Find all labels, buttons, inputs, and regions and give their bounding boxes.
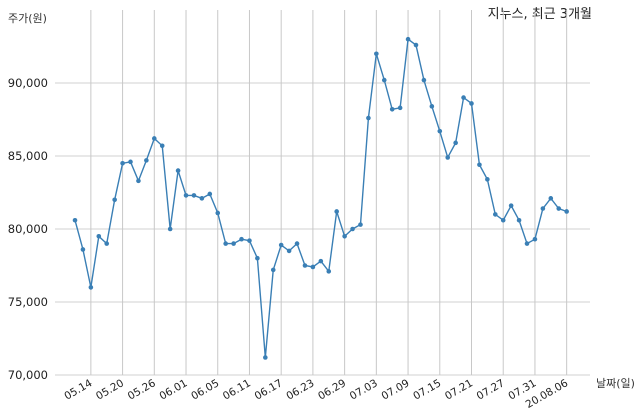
x-tick-label: 06.05 [189, 377, 221, 402]
data-point [492, 212, 498, 217]
data-point [564, 209, 569, 214]
data-point [334, 209, 339, 214]
data-point [104, 241, 110, 246]
price-points [72, 36, 569, 360]
data-point [397, 105, 403, 111]
data-point [413, 42, 419, 48]
y-tick-label: 80,000 [8, 222, 48, 236]
data-point [270, 267, 276, 273]
data-point [350, 226, 355, 232]
data-point [231, 241, 236, 246]
price-line [74, 37, 567, 358]
data-point [445, 155, 451, 160]
data-point [405, 36, 411, 42]
data-point [374, 51, 379, 57]
x-tick-label: 07.27 [475, 377, 507, 402]
data-point [88, 285, 94, 290]
chart-title: 지누스, 최근 3개월 [488, 7, 592, 22]
data-point [500, 217, 506, 223]
data-point [540, 206, 546, 211]
grid-lines [55, 10, 590, 376]
y-tick-label: 75,000 [8, 295, 48, 309]
data-point [80, 247, 86, 252]
data-point [477, 162, 482, 168]
data-point [175, 168, 181, 173]
x-tick-label: 06.01 [157, 377, 189, 402]
data-point [278, 242, 284, 248]
data-point [144, 158, 149, 163]
x-tick-label: 05.20 [94, 377, 126, 402]
data-point [310, 264, 316, 270]
data-point [469, 101, 474, 106]
data-point [255, 255, 260, 261]
x-tick-label: 07.03 [348, 377, 380, 402]
data-point [120, 161, 125, 166]
data-point [548, 196, 554, 201]
y-tick-label: 90,000 [8, 76, 48, 90]
data-point [381, 77, 387, 83]
data-point [461, 95, 466, 100]
data-point [326, 269, 332, 274]
data-point [516, 217, 522, 223]
data-point [183, 193, 189, 198]
data-point [358, 222, 363, 227]
data-point [191, 193, 197, 198]
data-point [199, 196, 205, 201]
data-point [223, 241, 228, 246]
x-tick-label: 06.17 [253, 377, 285, 402]
data-point [207, 191, 213, 197]
data-point [437, 128, 443, 134]
data-point [429, 104, 435, 109]
data-point [556, 206, 562, 211]
data-point [453, 140, 458, 146]
x-tick-labels: 05.14 05.20 05.26 06.01 06.05 06.11 06.17 06.23… [62, 377, 570, 411]
data-point [318, 258, 324, 264]
y-tick-label: 85,000 [8, 149, 48, 163]
data-point [72, 217, 78, 223]
x-tick-label: 06.29 [316, 377, 348, 402]
data-point [485, 177, 490, 182]
y-tick-label: 70,000 [8, 368, 48, 382]
data-point [239, 236, 244, 242]
y-tick-labels: 70,000 75,000 80,000 85,000 90,000 [8, 76, 48, 382]
data-point [389, 106, 395, 112]
x-tick-label: 07.09 [380, 377, 412, 402]
data-point [159, 143, 165, 149]
data-point [421, 77, 427, 83]
data-point [167, 226, 173, 232]
data-point [294, 241, 300, 246]
data-point [128, 159, 133, 165]
data-point [302, 263, 308, 268]
data-point [532, 236, 538, 242]
x-tick-label: 07.15 [411, 377, 443, 402]
data-point [136, 178, 141, 184]
data-point [112, 197, 117, 203]
data-point [247, 238, 252, 243]
x-tick-label: 05.26 [126, 377, 158, 403]
data-point [286, 248, 292, 254]
data-point [342, 234, 347, 239]
x-tick-label: 07.21 [443, 377, 475, 402]
data-point [96, 234, 102, 239]
x-tick-label: 05.14 [62, 377, 94, 403]
y-axis-label: 주가(원) [8, 12, 47, 25]
data-point [263, 355, 268, 360]
data-point [366, 115, 371, 121]
x-tick-label: 06.23 [284, 377, 316, 402]
x-axis-label: 날짜(일) [596, 376, 635, 390]
data-point [508, 203, 514, 208]
data-point [152, 136, 157, 141]
data-point [215, 210, 221, 216]
data-point [524, 241, 530, 246]
x-tick-label: 06.11 [221, 377, 253, 402]
